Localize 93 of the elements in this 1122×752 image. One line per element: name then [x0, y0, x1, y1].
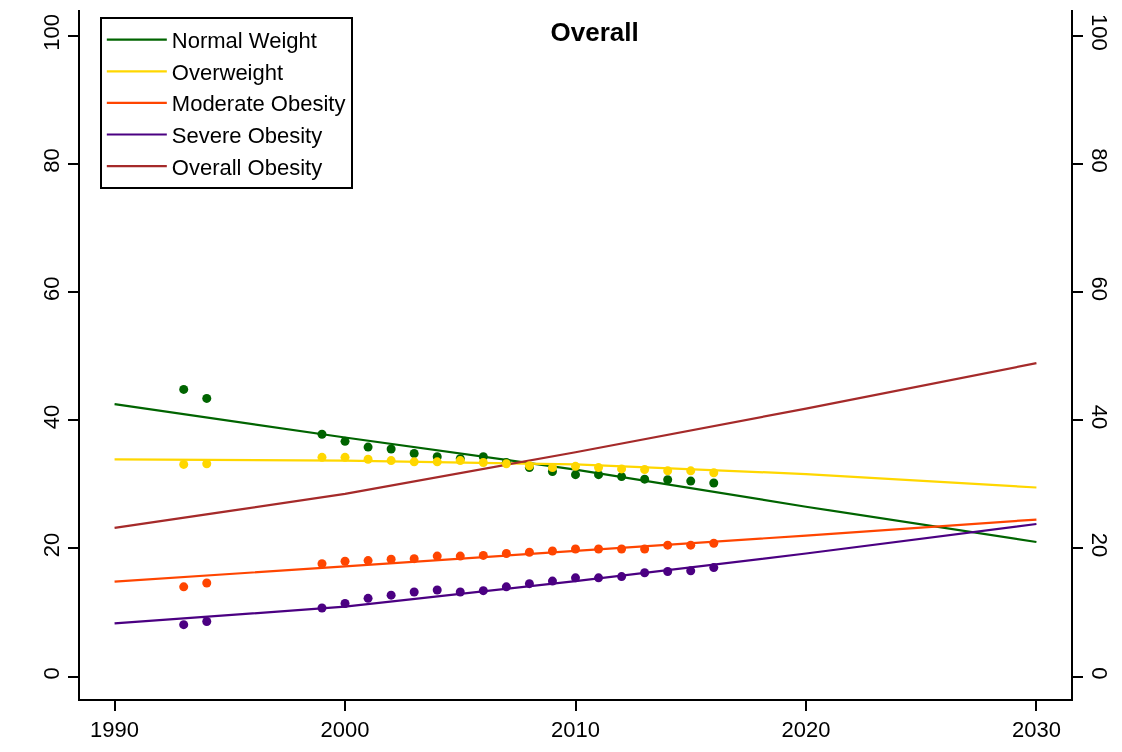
point	[478, 550, 488, 560]
point	[409, 587, 419, 597]
point	[317, 452, 327, 462]
point	[179, 620, 189, 630]
point	[571, 461, 580, 471]
point	[317, 603, 327, 613]
x-tick-label: 2010	[551, 717, 600, 743]
point	[179, 384, 189, 394]
x-tick-label: 1990	[90, 717, 140, 743]
legend-label: Normal Weight	[171, 28, 317, 54]
y2-tick-label: 100	[1086, 13, 1112, 51]
point	[594, 544, 604, 554]
point	[617, 464, 627, 474]
point	[432, 585, 442, 595]
line-series	[113, 518, 1038, 583]
y2-tick-label: 80	[1086, 148, 1112, 173]
point	[709, 563, 719, 573]
point	[386, 444, 396, 454]
point	[594, 573, 604, 583]
chart-title: Overall	[550, 16, 639, 47]
point	[640, 465, 650, 475]
point	[571, 544, 580, 554]
y-tick-label: 20	[39, 532, 65, 558]
point	[432, 551, 442, 561]
point	[202, 393, 212, 403]
point	[686, 476, 696, 486]
point	[455, 587, 465, 597]
point	[501, 549, 511, 559]
point	[179, 582, 189, 592]
point	[363, 593, 373, 603]
point	[340, 556, 350, 566]
point	[202, 616, 212, 626]
y2-tick-label: 20	[1086, 532, 1112, 558]
y-tick-label: 0	[39, 667, 65, 680]
y2-tick-label: 40	[1086, 404, 1112, 430]
legend-label: Overweight	[171, 59, 284, 85]
point	[640, 568, 650, 578]
line-series	[113, 403, 1038, 544]
point	[571, 470, 580, 480]
point	[709, 468, 719, 478]
point	[686, 466, 696, 476]
point	[455, 551, 465, 561]
point	[571, 573, 580, 583]
line-series	[113, 522, 1038, 625]
point	[340, 452, 350, 462]
point	[524, 579, 534, 589]
point	[709, 478, 719, 488]
legend-label: Moderate Obesity	[171, 91, 346, 117]
point	[663, 540, 673, 550]
point	[432, 457, 442, 467]
point	[179, 459, 189, 469]
point	[640, 544, 650, 554]
x-tick-label: 2000	[320, 717, 370, 743]
point	[617, 572, 627, 582]
point	[547, 546, 557, 556]
point	[663, 566, 673, 576]
point	[386, 554, 396, 564]
point	[409, 449, 419, 459]
point	[686, 540, 696, 550]
line-series	[113, 362, 1038, 529]
point	[501, 582, 511, 592]
point	[386, 456, 396, 466]
point	[663, 475, 673, 485]
x-tick-label: 2030	[1011, 717, 1061, 743]
y2-tick-label: 0	[1086, 667, 1112, 680]
point	[617, 544, 627, 554]
y2-tick-label: 60	[1086, 276, 1112, 301]
point	[524, 547, 534, 557]
y-tick-label: 40	[39, 404, 65, 430]
point	[409, 457, 419, 467]
y-tick-label: 100	[39, 13, 65, 51]
point	[340, 436, 350, 446]
point	[686, 566, 696, 576]
point	[202, 578, 212, 588]
point	[363, 442, 373, 452]
point	[709, 538, 719, 548]
y-tick-label: 60	[39, 276, 65, 301]
point	[317, 429, 327, 439]
point	[640, 474, 650, 484]
point	[409, 554, 419, 564]
point	[363, 454, 373, 464]
y-tick-label: 80	[39, 148, 65, 173]
point	[617, 472, 627, 482]
point	[478, 586, 488, 596]
point	[340, 599, 350, 608]
point	[386, 590, 396, 600]
point	[594, 463, 604, 473]
point	[663, 466, 673, 476]
point	[547, 576, 557, 586]
x-tick-label: 2020	[781, 717, 831, 743]
legend-label: Overall Obesity	[171, 154, 323, 180]
legend-label: Severe Obesity	[171, 123, 323, 149]
point	[478, 458, 488, 467]
